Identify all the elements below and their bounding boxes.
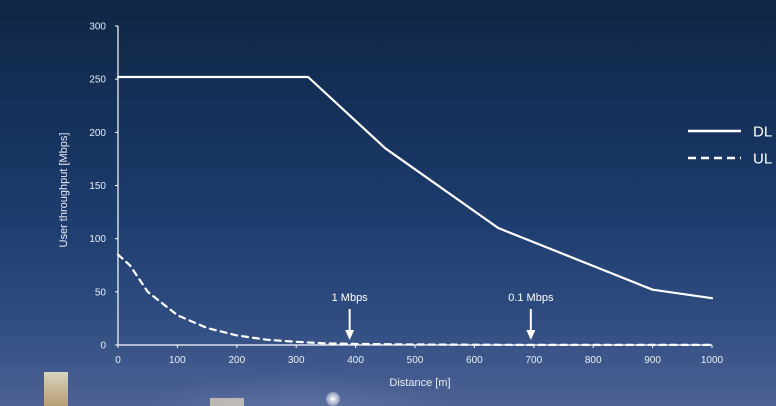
y-axis-title: User throughput [Mbps] <box>58 133 70 248</box>
y-tick-label: 300 <box>89 22 106 33</box>
y-tick-label: 250 <box>89 75 106 86</box>
legend: DL UL <box>688 124 772 168</box>
city-light-left <box>44 372 68 406</box>
city-light-glow <box>326 392 340 406</box>
annotation-label: 1 Mbps <box>332 292 369 304</box>
x-tick-label: 1000 <box>701 355 724 366</box>
x-tick-label: 600 <box>466 355 483 366</box>
x-tick-label: 500 <box>407 355 424 366</box>
tick-labels: 0 50 100 150 200 250 300 0 100 200 300 400 500 600 700… <box>89 22 723 367</box>
x-tick-label: 300 <box>288 355 305 366</box>
x-tick-label: 400 <box>347 355 364 366</box>
series-line-ul <box>116 253 714 346</box>
x-tick-label: 800 <box>585 355 602 366</box>
x-axis-title: Distance [m] <box>389 377 450 389</box>
legend-label-ul: UL <box>753 151 772 168</box>
legend-label-dl: DL <box>753 124 772 141</box>
annotations: 1 Mbps 0.1 Mbps <box>332 292 554 340</box>
y-tick-label: 100 <box>89 234 106 245</box>
x-tick-label: 200 <box>228 355 245 366</box>
y-tick-label: 200 <box>89 128 106 139</box>
axes <box>115 25 713 348</box>
series-lines <box>116 75 714 346</box>
x-tick-label: 900 <box>644 355 661 366</box>
annotation-label: 0.1 Mbps <box>508 292 554 304</box>
x-tick-label: 0 <box>115 355 121 366</box>
y-tick-label: 50 <box>95 287 107 298</box>
y-tick-label: 150 <box>89 181 106 192</box>
annotation-arrow-head <box>526 330 536 340</box>
x-tick-label: 700 <box>525 355 542 366</box>
series-line-dl <box>116 75 714 300</box>
x-tick-label: 100 <box>169 355 186 366</box>
annotation-arrow-head <box>345 330 355 340</box>
y-tick-label: 0 <box>100 341 106 352</box>
city-light-center <box>210 398 244 406</box>
